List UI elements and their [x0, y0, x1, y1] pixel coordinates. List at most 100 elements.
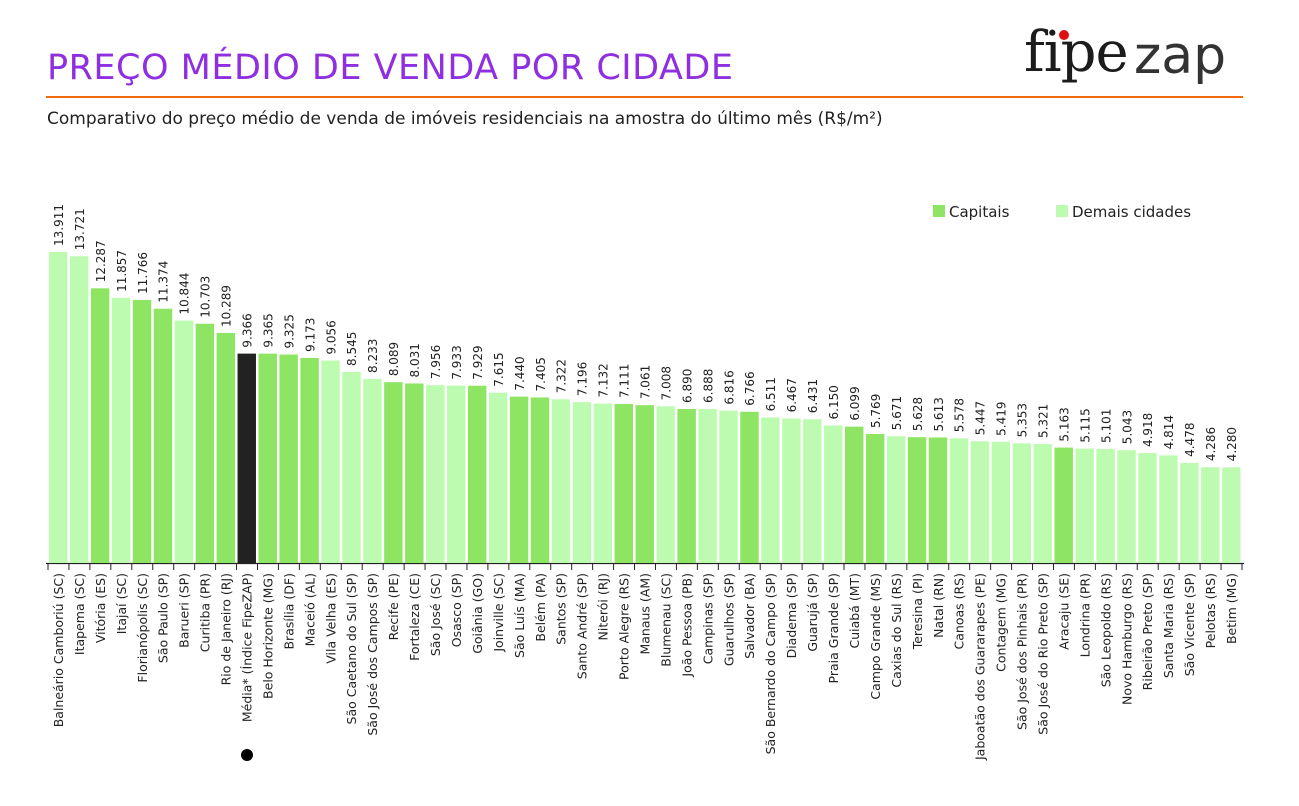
category-label: São José do Rio Preto (SP)	[1036, 573, 1051, 735]
bar	[342, 371, 361, 563]
category-label: Betim (MG)	[1224, 573, 1239, 644]
value-label: 6.888	[701, 369, 715, 403]
bar	[174, 320, 194, 563]
category-label: Santos (SP)	[554, 573, 569, 645]
category-label: Barueri (SP)	[177, 573, 192, 648]
value-label: 5.628	[911, 397, 925, 431]
value-label: 7.196	[576, 362, 590, 396]
value-label: 5.043	[1120, 410, 1134, 444]
bar	[928, 437, 948, 563]
bar	[447, 385, 466, 563]
bar	[635, 405, 654, 563]
category-label: Jaboatão dos Guararapes (PE)	[973, 573, 988, 761]
category-label: Santa Maria (RS)	[1161, 573, 1176, 678]
value-label: 10.844	[178, 273, 192, 315]
category-label: São Leopoldo (RS)	[1098, 573, 1113, 687]
value-label: 7.933	[450, 345, 464, 379]
chart-subtitle: Comparativo do preço médio de venda de i…	[47, 109, 883, 129]
bar	[970, 441, 990, 563]
category-label: Blumenau (SC)	[658, 573, 673, 667]
legend-label-demais: Demais cidades	[1072, 203, 1191, 221]
bar	[509, 396, 529, 563]
value-label: 5.419	[995, 401, 1009, 435]
bar	[845, 426, 864, 563]
bar	[698, 409, 717, 563]
bar	[1138, 453, 1157, 563]
category-label: Média* (Índice FipeZAP)	[240, 573, 255, 722]
category-label: São Luís (MA)	[512, 573, 527, 658]
category-label: Campinas (SP)	[700, 573, 715, 664]
value-label: 11.374	[157, 261, 171, 303]
legend-label-capitais: Capitais	[949, 203, 1010, 221]
bar	[865, 434, 885, 563]
category-label: São Paulo (SP)	[156, 573, 171, 663]
value-label: 6.099	[848, 386, 862, 420]
bar	[1012, 443, 1032, 563]
bar	[593, 403, 613, 563]
value-label: 10.703	[199, 276, 213, 318]
category-label: Rio de Janeiro (RJ)	[219, 573, 234, 685]
value-label: 8.545	[345, 332, 359, 366]
fipezap-logo: fipe zap	[1024, 18, 1254, 98]
bar	[991, 441, 1011, 563]
header-divider	[46, 96, 1243, 98]
bar	[1117, 450, 1136, 563]
value-label: 6.150	[827, 385, 841, 419]
value-label: 11.857	[115, 250, 129, 292]
bar	[1096, 448, 1115, 563]
value-label: 7.956	[429, 345, 443, 379]
bar	[321, 360, 340, 563]
legend-swatch-demais	[1056, 205, 1068, 217]
bar	[677, 408, 696, 563]
value-label: 7.929	[471, 345, 485, 379]
bar	[1222, 467, 1241, 563]
category-label: Joinville (SC)	[491, 573, 506, 653]
value-label: 7.132	[597, 363, 611, 397]
category-label: Recife (PE)	[386, 573, 401, 640]
value-label: 7.405	[534, 357, 548, 391]
category-label: Belo Horizonte (MG)	[260, 573, 275, 699]
value-label: 8.031	[408, 343, 422, 377]
value-label: 4.286	[1204, 427, 1218, 461]
value-label: 5.578	[953, 398, 967, 432]
value-label: 7.061	[639, 365, 653, 399]
bar	[907, 437, 927, 563]
category-label: João Pessoa (PB)	[679, 573, 694, 678]
category-label: Maceió (AL)	[302, 573, 317, 646]
bar	[886, 436, 906, 563]
value-label: 9.325	[282, 314, 296, 348]
bar	[363, 378, 382, 563]
bar	[237, 353, 256, 563]
bar	[69, 256, 89, 563]
bar	[195, 323, 215, 563]
bar	[1201, 467, 1220, 563]
logo-dot	[1059, 30, 1069, 40]
bar	[572, 402, 592, 563]
bar	[279, 354, 298, 563]
page-title: PREÇO MÉDIO DE VENDA POR CIDADE	[47, 48, 734, 88]
bar	[405, 383, 424, 563]
value-label: 7.440	[513, 356, 527, 390]
bar	[782, 418, 801, 563]
bar	[1180, 462, 1199, 563]
category-label: Santo André (SP)	[575, 573, 590, 679]
value-label: 5.769	[869, 394, 883, 428]
value-label: 9.056	[324, 320, 338, 354]
value-label: 5.671	[890, 396, 904, 430]
bar	[656, 406, 675, 563]
category-label: Niterói (RJ)	[596, 573, 611, 641]
value-label: 11.766	[136, 252, 150, 294]
category-label: São José dos Campos (SP)	[365, 573, 380, 736]
bar	[90, 288, 110, 563]
value-label: 5.447	[974, 401, 988, 435]
value-label: 8.233	[366, 339, 380, 373]
category-label: Contagem (MG)	[994, 573, 1009, 672]
category-label: Osasco (SP)	[449, 573, 464, 647]
value-label: 5.613	[932, 397, 946, 431]
category-label: São Caetano do Sul (SP)	[344, 573, 359, 724]
bar	[530, 397, 550, 563]
category-label: Manaus (AM)	[638, 573, 653, 655]
category-label: Porto Alegre (RS)	[617, 573, 632, 680]
value-label: 6.511	[764, 377, 778, 411]
